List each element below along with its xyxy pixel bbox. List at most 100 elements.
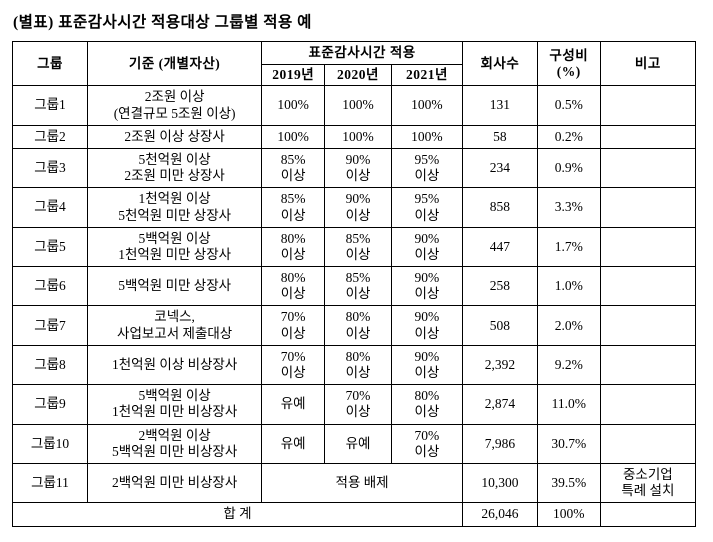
header-remarks: 비고 (599, 40, 697, 87)
exempt-cell: 적용 배제 (261, 462, 463, 504)
table-row: 그룹3 5천억원 이상 2조원 미만 상장사 85% 이상 90% 이상 95% 이상 2… (12, 147, 697, 189)
header-year-2019: 2019년 (261, 64, 326, 87)
criteria-cell: 2조원 이상 상장사 (86, 124, 263, 149)
composition-cell: 2.0% (536, 305, 601, 346)
remark-cell (599, 384, 697, 425)
criteria-cell: 5천억원 이상 2조원 미만 상장사 (86, 147, 263, 189)
year-2021-cell: 95% 이상 (390, 147, 463, 189)
composition-cell: 39.5% (536, 462, 601, 504)
year-2021-cell: 80% 이상 (390, 384, 463, 425)
year-2019-cell: 85% 이상 (261, 147, 326, 189)
company-count-cell: 234 (461, 147, 538, 189)
table-row: 그룹8 1천억원 이상 비상장사 70% 이상 80% 이상 90% 이상 2,392 9.… (12, 344, 697, 386)
company-count-cell: 7,986 (461, 423, 538, 464)
composition-cell: 9.2% (536, 344, 601, 386)
table-row: 그룹6 5백억원 미만 상장사 80% 이상 85% 이상 90% 이상 258 1.0% (12, 266, 697, 307)
header-criteria: 기준 (개별자산) (86, 40, 263, 87)
remark-cell (599, 147, 697, 189)
document-page: (별표) 표준감사시간 적용대상 그룹별 적용 예 그룹 기준 (개별자산) 표… (12, 14, 697, 527)
group-cell: 그룹3 (12, 147, 88, 189)
remark-cell (599, 85, 697, 126)
composition-cell: 0.5% (536, 85, 601, 126)
year-2020-cell: 80% 이상 (324, 305, 392, 346)
year-2020-cell: 85% 이상 (324, 226, 392, 268)
total-label-cell: 합 계 (12, 502, 463, 527)
group-cell: 그룹6 (12, 266, 88, 307)
year-2019-cell: 100% (261, 124, 326, 149)
composition-cell: 0.9% (536, 147, 601, 189)
criteria-cell: 5백억원 이상 1천억원 미만 비상장사 (86, 384, 263, 425)
year-2021-cell: 70% 이상 (390, 423, 463, 464)
year-2019-cell: 유예 (261, 384, 326, 425)
year-2019-cell: 85% 이상 (261, 187, 326, 228)
criteria-cell: 2조원 이상 (연결규모 5조원 이상) (86, 85, 263, 126)
criteria-cell: 1천억원 이상 5천억원 미만 상장사 (86, 187, 263, 228)
criteria-cell: 1천억원 이상 비상장사 (86, 344, 263, 386)
remark-cell: 중소기업 특례 설치 (599, 462, 697, 504)
table-row: 그룹2 2조원 이상 상장사 100% 100% 100% 58 0.2% (12, 124, 697, 149)
composition-cell: 11.0% (536, 384, 601, 425)
year-2021-cell: 90% 이상 (390, 344, 463, 386)
company-count-cell: 2,874 (461, 384, 538, 425)
criteria-cell: 코넥스, 사업보고서 제출대상 (86, 305, 263, 346)
header-row-main: 그룹 기준 (개별자산) 표준감사시간 적용 회사수 구성비 (%) 비고 (12, 40, 697, 87)
group-cell: 그룹7 (12, 305, 88, 346)
composition-cell: 1.0% (536, 266, 601, 307)
year-2020-cell: 90% 이상 (324, 187, 392, 228)
year-2020-cell: 85% 이상 (324, 266, 392, 307)
year-2021-cell: 100% (390, 85, 463, 126)
remark-cell (599, 266, 697, 307)
year-2020-cell: 100% (324, 85, 392, 126)
year-2021-cell: 90% 이상 (390, 226, 463, 268)
company-count-cell: 58 (461, 124, 538, 149)
header-composition: 구성비 (%) (536, 40, 601, 87)
year-2019-cell: 유예 (261, 423, 326, 464)
year-2019-cell: 80% 이상 (261, 226, 326, 268)
total-row: 합 계 26,046 100% (12, 502, 697, 527)
year-2021-cell: 90% 이상 (390, 266, 463, 307)
header-year-2021: 2021년 (390, 64, 463, 87)
remark-cell (599, 344, 697, 386)
group-cell: 그룹10 (12, 423, 88, 464)
group-cell: 그룹1 (12, 85, 88, 126)
year-2021-cell: 95% 이상 (390, 187, 463, 228)
criteria-cell: 5백억원 이상 1천억원 미만 상장사 (86, 226, 263, 268)
composition-cell: 30.7% (536, 423, 601, 464)
table-row: 그룹7 코넥스, 사업보고서 제출대상 70% 이상 80% 이상 90% 이상 508 2… (12, 305, 697, 346)
company-count-cell: 131 (461, 85, 538, 126)
group-cell: 그룹11 (12, 462, 88, 504)
table-row: 그룹5 5백억원 이상 1천억원 미만 상장사 80% 이상 85% 이상 90% 이상… (12, 226, 697, 268)
year-2020-cell: 70% 이상 (324, 384, 392, 425)
header-group: 그룹 (12, 40, 88, 87)
company-count-cell: 447 (461, 226, 538, 268)
criteria-cell: 2백억원 이상 5백억원 미만 비상장사 (86, 423, 263, 464)
table-row: 그룹1 2조원 이상 (연결규모 5조원 이상) 100% 100% 100% 131 0.… (12, 85, 697, 126)
remark-cell (599, 305, 697, 346)
composition-cell: 3.3% (536, 187, 601, 228)
page-title: (별표) 표준감사시간 적용대상 그룹별 적용 예 (13, 14, 312, 31)
remark-cell (599, 423, 697, 464)
year-2020-cell: 유예 (324, 423, 392, 464)
criteria-cell: 5백억원 미만 상장사 (86, 266, 263, 307)
group-cell: 그룹2 (12, 124, 88, 149)
remark-cell (599, 226, 697, 268)
header-year-2020: 2020년 (324, 64, 392, 87)
group-cell: 그룹8 (12, 344, 88, 386)
year-2019-cell: 80% 이상 (261, 266, 326, 307)
year-2021-cell: 90% 이상 (390, 305, 463, 346)
criteria-cell: 2백억원 미만 비상장사 (86, 462, 263, 504)
company-count-cell: 858 (461, 187, 538, 228)
year-2019-cell: 70% 이상 (261, 344, 326, 386)
table-row: 그룹9 5백억원 이상 1천억원 미만 비상장사 유예 70% 이상 80% 이상 2,8… (12, 384, 697, 425)
composition-cell: 1.7% (536, 226, 601, 268)
composition-cell: 0.2% (536, 124, 601, 149)
group-cell: 그룹4 (12, 187, 88, 228)
remark-cell (599, 124, 697, 149)
year-2020-cell: 80% 이상 (324, 344, 392, 386)
header-application: 표준감사시간 적용 (261, 40, 463, 66)
year-2020-cell: 100% (324, 124, 392, 149)
total-remark-cell (599, 502, 697, 527)
group-cell: 그룹5 (12, 226, 88, 268)
table-row: 그룹10 2백억원 이상 5백억원 미만 비상장사 유예 유예 70% 이상 7,986 3… (12, 423, 697, 464)
year-2019-cell: 100% (261, 85, 326, 126)
